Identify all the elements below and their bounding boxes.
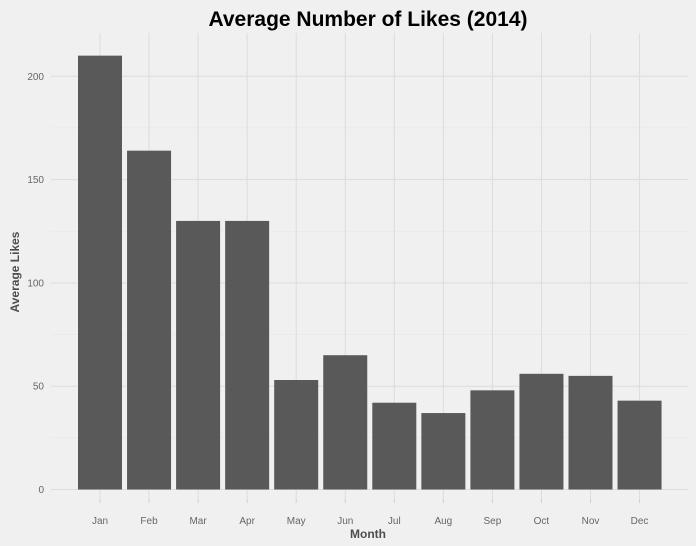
bar-apr [225, 220, 270, 490]
x-tick-label: Apr [239, 516, 255, 527]
bar-feb [127, 150, 172, 490]
x-tick-label: Feb [140, 516, 158, 527]
x-tick-label: Jul [388, 516, 401, 527]
bars-layer [78, 55, 662, 490]
y-tick-label: 150 [27, 175, 44, 186]
x-tick-label: Nov [582, 516, 600, 527]
y-tick-label: 100 [27, 278, 44, 289]
ticks-layer: 0 50 100 150 200 Jan Feb Mar Apr May Jun Jul Aug Sep O… [27, 72, 648, 527]
x-tick-label: Oct [534, 516, 550, 527]
bar-dec [617, 400, 662, 490]
bar-aug [421, 413, 466, 490]
bar-sep [470, 390, 515, 490]
bar-mar [176, 220, 221, 490]
y-axis-title: Average Likes [8, 231, 22, 312]
y-tick-label: 50 [33, 382, 45, 393]
x-axis-title: Month [350, 527, 386, 541]
y-tick-label: 200 [27, 72, 44, 83]
bar-jul [372, 402, 417, 490]
x-tick-label: Mar [189, 516, 207, 527]
x-tick-label: Aug [434, 516, 452, 527]
x-tick-label: Jan [92, 516, 108, 527]
x-tick-label: May [287, 516, 306, 527]
x-tick-label: Sep [484, 516, 502, 527]
y-tick-label: 0 [38, 485, 44, 496]
bar-nov [568, 375, 613, 490]
bar-oct [519, 373, 564, 490]
chart-title: Average Number of Likes (2014) [208, 8, 527, 31]
x-tick-label: Dec [631, 516, 649, 527]
x-tick-label: Jun [337, 516, 353, 527]
bar-jun [323, 355, 368, 490]
bar-may [274, 380, 319, 490]
bar-jan [78, 55, 122, 490]
